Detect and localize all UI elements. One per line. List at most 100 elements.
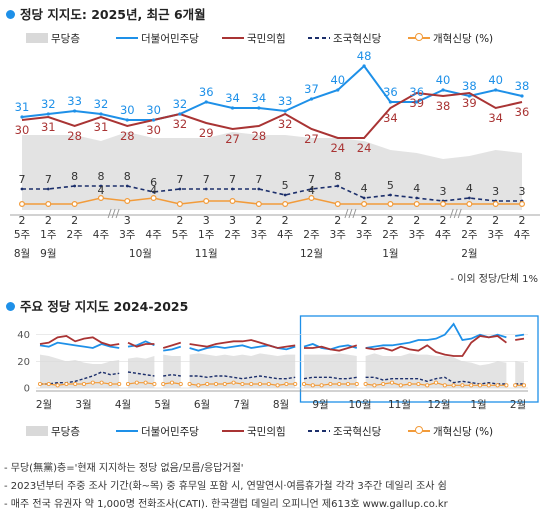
data-point-reform [150,195,157,202]
legend-swatch-icon [222,426,244,436]
data-point-reform [45,201,52,208]
data-point-minjoo [362,64,366,68]
legend-item: 조국혁신당 [308,31,381,46]
data-point-reform [354,381,359,387]
legend-item: 개혁신당 (%) [408,31,493,46]
x-tick-label: 2주 [66,229,83,241]
series-line-ppp [21,91,523,139]
data-point-reform [46,381,51,387]
axis-break-mark [115,208,120,219]
data-point-cho [99,184,103,188]
data-label-cho: 7 [45,173,52,186]
data-point-cho [389,193,392,197]
data-point-reform [334,201,341,208]
series-line-cho [22,185,522,202]
data-point-reform [90,380,95,385]
legend-swatch-icon [116,33,138,43]
data-point-reform [363,381,368,387]
data-point-reform [504,383,509,388]
none-party-area [515,361,524,388]
x-tick-label: 4주 [277,229,294,241]
month-label: 8월 [14,248,30,260]
data-label-cho: 4 [466,182,473,195]
series-line-minjoo [39,341,120,349]
data-label-ppp: 28 [120,129,135,143]
x-tick-label: 10월 [348,399,371,411]
data-label-ppp: 36 [515,105,530,119]
data-point-reform [134,380,139,385]
data-point-minjoo [20,115,24,119]
x-tick-label: 3주 [356,229,373,241]
x-tick-label: 2월 [36,399,52,411]
data-label-ppp: 24 [357,141,372,155]
none-party-area [40,354,120,388]
data-point-reform [398,383,403,388]
legend-swatch-icon [26,426,48,436]
data-label-minjoo: 33 [278,94,293,108]
x-tick-label: 11월 [388,399,411,411]
data-point-reform [19,201,26,208]
data-point-reform [381,381,386,387]
data-point-reform [469,383,474,388]
series-line-ppp [127,341,155,348]
data-label-cho: 5 [282,179,289,192]
data-point-reform [413,201,420,208]
data-point-reform [266,381,271,387]
x-tick-label: 8월 [273,399,289,411]
series-line-cho [163,373,181,377]
data-point-minjoo [309,97,314,101]
data-point-reform [407,381,412,387]
data-point-cho [467,196,471,200]
data-point-reform [518,201,525,208]
none-party-area [304,353,357,388]
data-point-reform [108,381,113,387]
data-point-cho [283,193,287,197]
data-point-reform [97,195,104,202]
data-point-reform [310,383,315,388]
data-label-ppp: 30 [146,123,161,137]
none-party-area [128,356,155,388]
x-tick-label: 4주 [514,229,531,241]
legend-label: 조국혁신당 [333,426,382,438]
x-tick-label: 3주 [330,229,347,241]
axis-break-mark [111,208,116,219]
x-tick-label: 3월 [75,399,91,411]
data-label-ppp: 38 [436,99,451,113]
series-line-minjoo [515,333,525,337]
data-label-cho: 6 [150,176,157,189]
data-point-reform [55,383,60,388]
x-tick-label: 9월 [312,399,328,411]
data-label-reform: 3 [229,214,236,227]
data-label-reform: 3 [203,214,210,227]
data-label-reform: 2 [255,214,262,227]
chart-title-recent-text: 정당 지지도: 2025년, 최근 6개월 [20,7,206,22]
data-point-reform [249,381,254,387]
x-tick-label: 1주 [40,229,57,241]
data-point-reform [486,383,491,388]
x-tick-label: 2주 [382,229,399,241]
data-point-reform [442,383,447,388]
data-point-cho [152,190,155,194]
data-label-ppp: 24 [330,141,345,155]
data-label-cho: 7 [176,173,183,186]
none-party-area [189,353,296,388]
legend-label: 개혁신당 (%) [433,33,494,45]
data-label-minjoo: 40 [488,73,503,87]
data-point-reform [152,381,157,387]
data-point-reform [425,383,430,388]
data-point-reform [521,383,527,388]
legend-swatch-icon [116,426,138,436]
series-line-cho [365,376,507,385]
data-point-minjoo [441,88,445,92]
data-label-reform: 2 [440,214,447,227]
legend-label: 더불어민주당 [141,426,199,438]
data-point-reform [337,381,342,387]
data-point-cho [362,196,366,200]
data-label-cho: 8 [71,170,78,183]
data-point-reform [495,383,500,388]
series-line-cho [127,371,155,377]
data-point-reform [361,201,368,208]
data-label-minjoo: 38 [462,79,477,93]
data-label-reform: 2 [466,214,473,227]
footnote-none-definition: - 무당(無黨)층='현재 지지하는 정당 없음/모름/응답거절' [4,463,244,474]
